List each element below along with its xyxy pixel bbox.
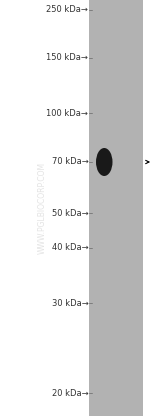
Text: WWW.PGLBIOCORP.COM: WWW.PGLBIOCORP.COM xyxy=(38,162,46,254)
Text: 40 kDa→: 40 kDa→ xyxy=(52,243,88,253)
Bar xyxy=(89,0,142,416)
Ellipse shape xyxy=(96,148,112,176)
Text: 70 kDa→: 70 kDa→ xyxy=(51,158,88,166)
Text: 150 kDa→: 150 kDa→ xyxy=(46,54,88,62)
Text: 30 kDa→: 30 kDa→ xyxy=(51,299,88,307)
Text: 20 kDa→: 20 kDa→ xyxy=(52,389,88,398)
Text: 50 kDa→: 50 kDa→ xyxy=(52,208,88,218)
Text: 250 kDa→: 250 kDa→ xyxy=(46,5,88,15)
Text: 100 kDa→: 100 kDa→ xyxy=(46,109,88,117)
